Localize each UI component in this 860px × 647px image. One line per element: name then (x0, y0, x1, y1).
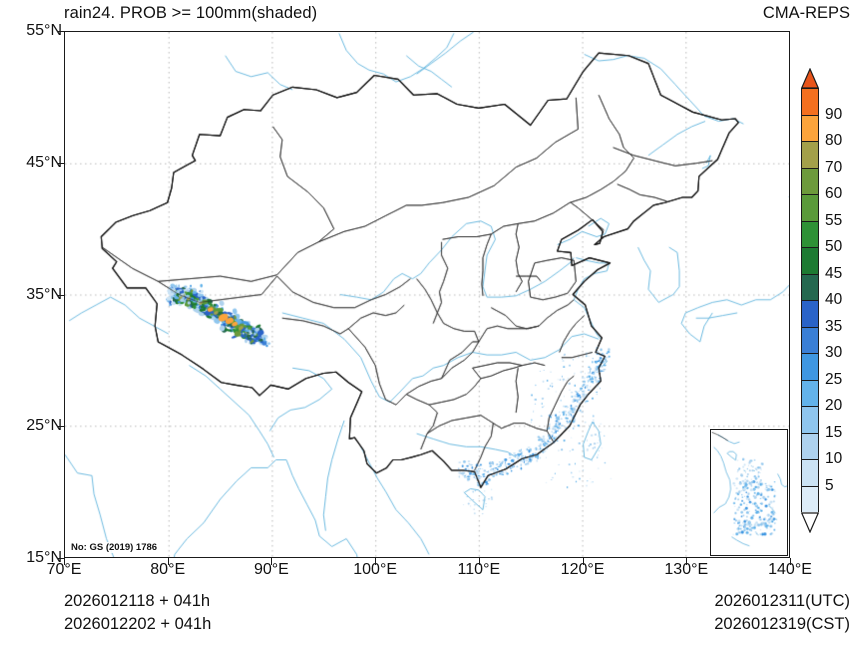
colorbar-band (801, 353, 819, 380)
colorbar-tick-label: 35 (825, 317, 843, 335)
x-tick-label: 120°E (560, 561, 605, 578)
colorbar-tick-label: 5 (825, 476, 834, 494)
map-plot-area[interactable]: No: GS (2019) 1786 (64, 31, 790, 558)
colorbar-tick-label: 90 (825, 105, 843, 123)
x-tick-label: 140°E (768, 561, 812, 578)
colorbar-band (801, 167, 819, 194)
x-tick-label: 130°E (664, 561, 709, 578)
x-tick-mark (271, 558, 273, 565)
colorbar-band (801, 300, 819, 327)
colorbar-band (801, 194, 819, 221)
x-tick-label: 90°E (253, 561, 289, 578)
x-tick-label: 70°E (46, 561, 82, 578)
y-tick-mark (57, 31, 64, 32)
colorbar-band (801, 220, 819, 247)
map-license-note: No: GS (2019) 1786 (70, 542, 159, 553)
colorbar-band (801, 114, 819, 141)
colorbar-band (801, 141, 819, 168)
colorbar-band (801, 459, 819, 486)
y-tick-mark (57, 558, 64, 559)
colorbar-under-arrow (800, 512, 820, 534)
y-tick-label: 55°N (26, 22, 62, 39)
south-china-sea-inset[interactable] (710, 429, 788, 556)
colorbar-band (801, 273, 819, 300)
y-tick-mark (57, 294, 64, 296)
model-label: CMA-REPS (762, 4, 850, 22)
colorbar-tick-label: 55 (825, 211, 843, 229)
colorbar-band (801, 88, 819, 115)
valid-time-cst: 2026012319(CST) (714, 615, 850, 633)
y-tick-label: 25°N (26, 417, 62, 435)
y-tick-label: 35°N (26, 285, 62, 303)
x-tick-mark (64, 558, 65, 565)
colorbar-tick-label: 30 (825, 344, 843, 361)
colorbar-tick-label: 60 (825, 185, 843, 202)
colorbar-tick-label: 45 (825, 264, 843, 282)
x-tick-mark (478, 558, 480, 565)
valid-time-utc: 2026012311(UTC) (714, 592, 850, 610)
y-tick-mark (57, 426, 64, 428)
colorbar-band (801, 432, 819, 459)
x-tick-label: 100°E (353, 561, 398, 578)
inset-canvas (711, 430, 787, 555)
x-tick-mark (375, 558, 377, 565)
map-canvas (65, 32, 789, 557)
colorbar-tick-label: 40 (825, 291, 843, 308)
y-tick-label: 45°N (26, 153, 62, 171)
x-tick-label: 110°E (457, 561, 501, 578)
colorbar[interactable]: 90 80 70 60 55 50 45 40 35 30 25 20 15 10 5 (800, 67, 842, 534)
init-time-utc: 2026012118 + 041h (64, 592, 211, 610)
colorbar-band (801, 247, 819, 274)
x-tick-mark (167, 558, 169, 565)
colorbar-over-arrow (800, 67, 820, 90)
colorbar-tick-label: 15 (825, 423, 843, 441)
y-tick-mark (57, 162, 64, 164)
colorbar-tick-label: 50 (825, 238, 843, 255)
x-tick-mark (686, 558, 688, 565)
y-tick-label: 15°N (26, 549, 62, 566)
x-tick-mark (790, 558, 791, 565)
colorbar-band (801, 379, 819, 406)
colorbar-band (801, 485, 819, 512)
x-tick-label: 80°E (150, 561, 186, 578)
page-title: rain24. PROB >= 100mm(shaded) (64, 4, 318, 22)
init-time-cst: 2026012202 + 041h (64, 615, 212, 633)
colorbar-tick-label: 80 (825, 132, 843, 149)
colorbar-band (801, 326, 819, 353)
colorbar-tick-label: 10 (825, 450, 843, 467)
colorbar-band (801, 406, 819, 433)
x-tick-mark (582, 558, 584, 565)
colorbar-tick-label: 25 (825, 370, 843, 388)
colorbar-tick-label: 70 (825, 158, 843, 176)
colorbar-tick-label: 20 (825, 397, 843, 414)
